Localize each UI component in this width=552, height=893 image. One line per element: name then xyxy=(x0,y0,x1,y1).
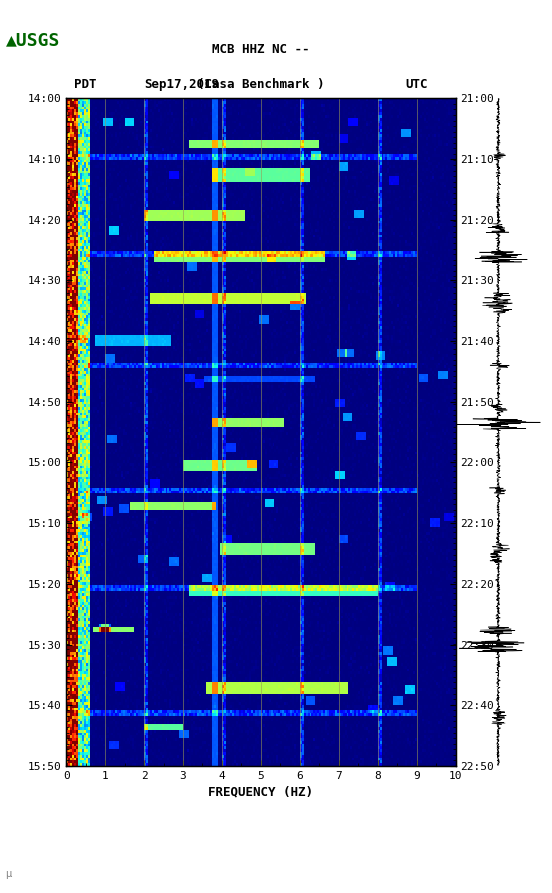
Text: Sep17,2019: Sep17,2019 xyxy=(144,79,219,91)
Text: μ: μ xyxy=(6,869,12,879)
Text: FREQUENCY (HZ): FREQUENCY (HZ) xyxy=(208,786,314,798)
Text: ▲USGS: ▲USGS xyxy=(6,31,60,49)
Text: MCB HHZ NC --: MCB HHZ NC -- xyxy=(212,43,310,55)
Text: (Casa Benchmark ): (Casa Benchmark ) xyxy=(197,79,325,91)
Text: PDT: PDT xyxy=(74,79,97,91)
Text: UTC: UTC xyxy=(405,79,427,91)
